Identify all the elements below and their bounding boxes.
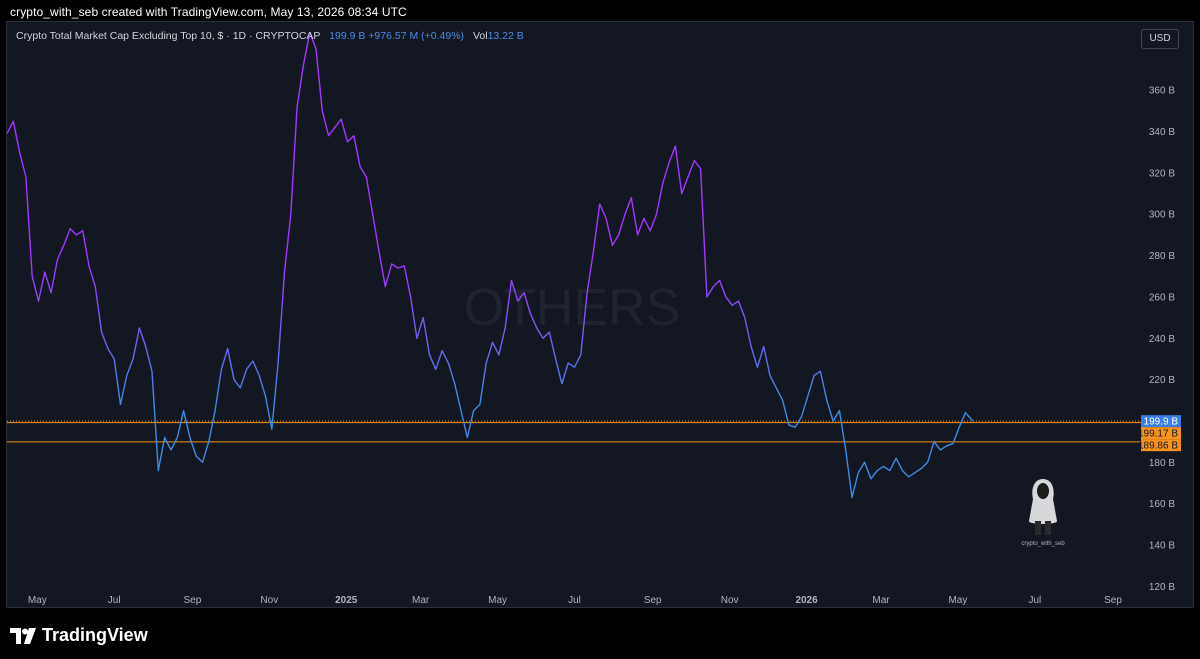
author-handle: crypto_with_seb <box>1021 541 1065 547</box>
y-tick-label: 220 B <box>1149 375 1175 386</box>
y-tick-label: 160 B <box>1149 499 1175 510</box>
y-tick-label: 360 B <box>1149 86 1175 97</box>
price-line <box>7 31 974 499</box>
y-tick-label: 280 B <box>1149 251 1175 262</box>
y-tick-label: 320 B <box>1149 168 1175 179</box>
x-tick-label: Sep <box>1104 595 1122 606</box>
level-price-tag <box>1141 427 1181 440</box>
y-tick-label: 140 B <box>1149 540 1175 551</box>
x-tick-label: 2026 <box>795 595 818 606</box>
y-tick-label: 300 B <box>1149 210 1175 221</box>
hooded-figure-icon <box>1029 479 1057 524</box>
tradingview-logo[interactable]: TradingView <box>10 625 148 646</box>
x-tick-label: May <box>488 595 507 606</box>
x-tick-label: 2025 <box>335 595 358 606</box>
x-tick-label: Mar <box>412 595 430 606</box>
chart-legend[interactable]: Crypto Total Market Cap Excluding Top 10… <box>16 30 524 42</box>
hood-shadow-icon <box>1037 483 1049 499</box>
x-tick-label: Jul <box>1028 595 1041 606</box>
last-price-tag <box>1141 415 1181 428</box>
price-tag-label: 199.9 B <box>1144 417 1179 428</box>
price-tag-label: 199.17 B <box>1138 429 1178 440</box>
x-tick-label: Jul <box>568 595 581 606</box>
x-tick-label: Mar <box>872 595 890 606</box>
price-tag-label: 189.86 B <box>1138 441 1178 452</box>
brand-name: TradingView <box>42 625 148 645</box>
last-price: 199.9 B <box>329 30 366 42</box>
time-axis[interactable]: May Jul Sep Nov 2025 Mar May Jul Sep Nov 2026 Mar Ma… <box>28 595 1123 606</box>
volume-value: 13.22 B <box>487 30 524 42</box>
level-price-tag <box>1141 439 1181 452</box>
y-tick-label: 260 B <box>1149 292 1175 303</box>
x-tick-label: Nov <box>721 595 739 606</box>
y-tick-label: 120 B <box>1149 582 1175 593</box>
x-tick-label: Nov <box>260 595 278 606</box>
price-change: +976.57 M (+0.49%) <box>368 30 465 42</box>
symbol-title: Crypto Total Market Cap Excluding Top 10… <box>16 30 321 42</box>
author-avatar: crypto_with_seb <box>1021 479 1065 547</box>
figure-legs-icon <box>1045 521 1051 535</box>
y-tick-label: 340 B <box>1149 127 1175 138</box>
x-tick-label: Sep <box>644 595 662 606</box>
level-lines <box>7 420 1141 443</box>
x-tick-label: Sep <box>183 595 201 606</box>
chart-caption: crypto_with_seb created with TradingView… <box>10 5 407 19</box>
x-tick-label: May <box>28 595 47 606</box>
y-tick-label: 240 B <box>1149 334 1175 345</box>
watermark-text: OTHERS <box>464 279 681 337</box>
y-tick-label: 180 B <box>1149 458 1175 469</box>
x-tick-label: Jul <box>108 595 121 606</box>
figure-legs-icon <box>1035 521 1041 535</box>
x-tick-label: May <box>948 595 967 606</box>
volume-label: Vol <box>472 30 488 42</box>
tradingview-icon <box>10 627 36 644</box>
currency-button[interactable]: USD <box>1141 29 1179 49</box>
footer-bar: TradingView <box>0 608 1200 659</box>
